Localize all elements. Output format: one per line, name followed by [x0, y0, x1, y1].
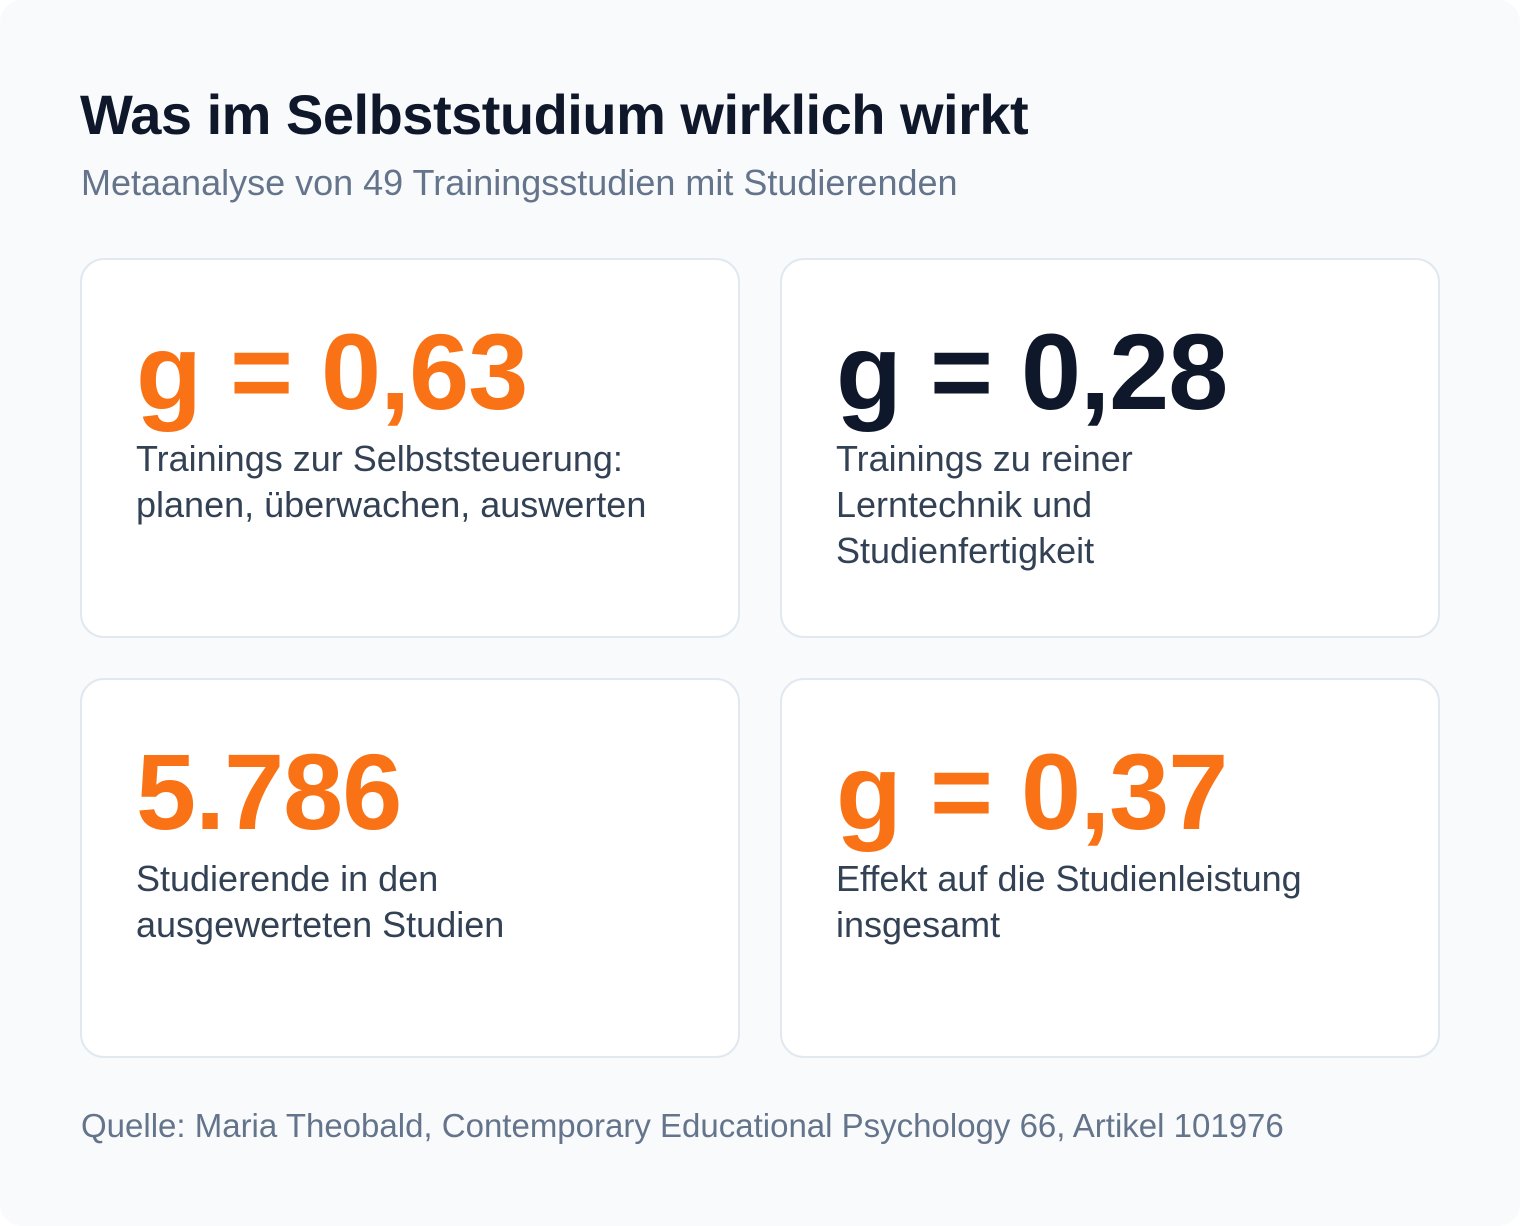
stat-description: Effekt auf die Studienleistung insgesamt	[836, 858, 1302, 945]
stat-card-self-regulation: g = 0,63 Trainings zur Selbststeuerung: …	[80, 258, 740, 638]
stat-value: 5.786	[136, 731, 402, 852]
source-citation: Quelle: Maria Theobald, Contemporary Edu…	[81, 1107, 1284, 1144]
page-subtitle: Metaanalyse von 49 Trainingsstudien mit …	[81, 162, 958, 203]
stat-card-learning-technique: g = 0,28 Trainings zu reiner Lerntechnik…	[780, 258, 1440, 638]
stat-value: g = 0,28	[836, 311, 1228, 432]
stat-grid: g = 0,63 Trainings zur Selbststeuerung: …	[80, 258, 1440, 1058]
stat-description: Studierende in den ausgewerteten Studien	[136, 858, 505, 945]
page-title: Was im Selbststudium wirklich wirkt	[80, 83, 1029, 146]
stat-value: g = 0,63	[136, 311, 528, 432]
stat-description: Trainings zu reiner Lerntechnik und Stud…	[836, 438, 1133, 571]
stat-card-students: 5.786 Studierende in den ausgewerteten S…	[80, 678, 740, 1058]
stat-value: g = 0,37	[836, 731, 1228, 852]
stat-description: Trainings zur Selbststeuerung: planen, ü…	[136, 438, 647, 525]
stat-card-overall-effect: g = 0,37 Effekt auf die Studienleistung …	[780, 678, 1440, 1058]
